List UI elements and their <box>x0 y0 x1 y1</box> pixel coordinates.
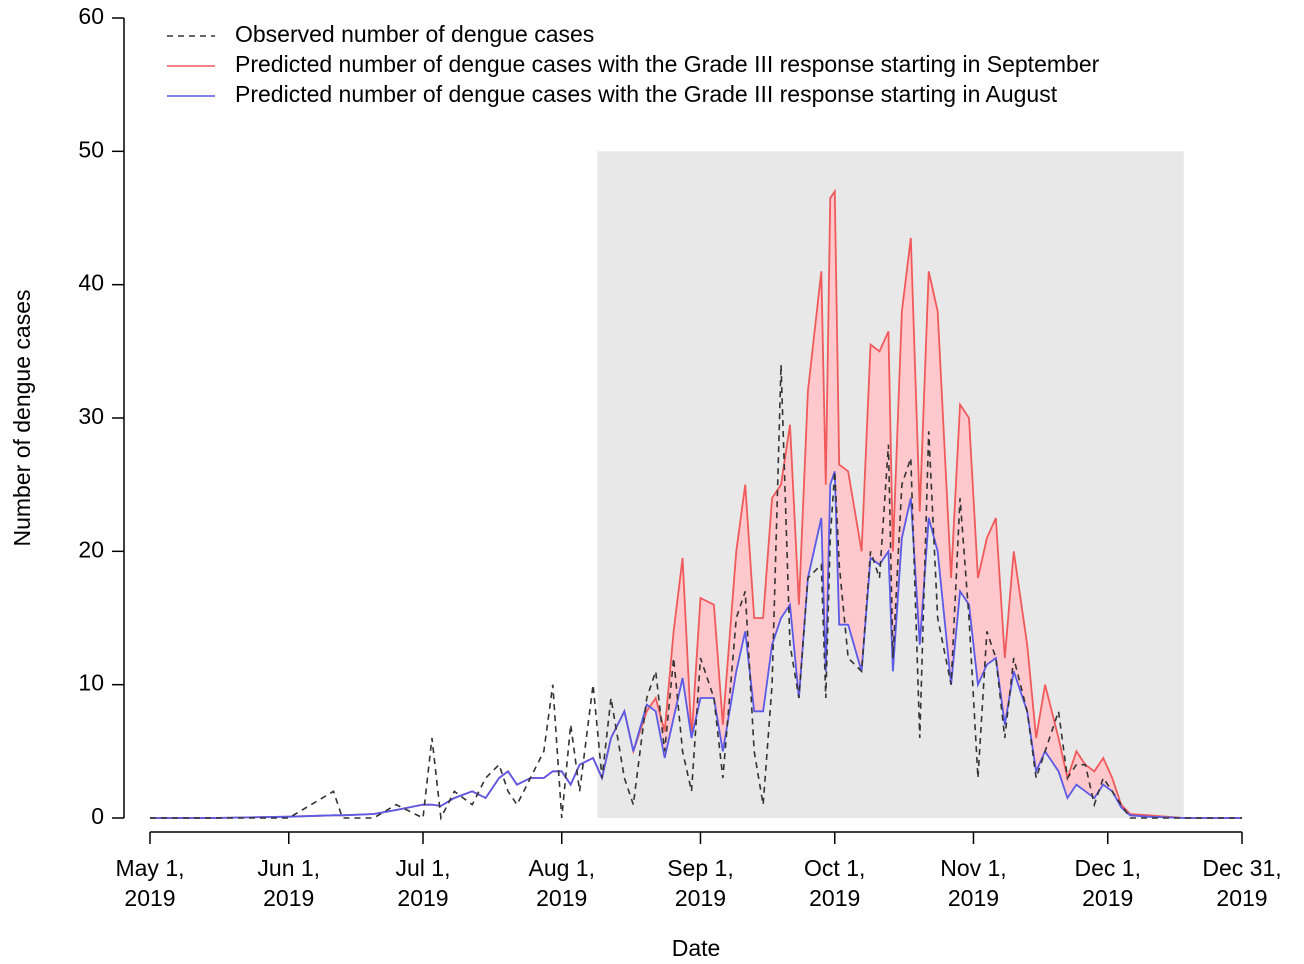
y-tick-label: 20 <box>78 536 104 562</box>
x-tick-label: May 1, 2019 <box>115 855 184 911</box>
y-tick-label: 60 <box>78 3 104 29</box>
x-tick-label: Aug 1, 2019 <box>528 855 595 911</box>
x-tick-label: Sep 1, 2019 <box>667 855 734 911</box>
y-tick-label: 0 <box>91 803 104 829</box>
x-tick-label: Jul 1, 2019 <box>396 855 451 911</box>
x-axis-label: Date <box>672 935 721 961</box>
y-tick-label: 40 <box>78 270 104 296</box>
x-tick-label: Dec 31, 2019 <box>1202 855 1281 911</box>
x-tick-label: Jun 1, 2019 <box>257 855 320 911</box>
legend-label: Predicted number of dengue cases with th… <box>235 51 1100 77</box>
y-axis-label: Number of dengue cases <box>9 290 35 547</box>
legend-label: Predicted number of dengue cases with th… <box>235 81 1058 107</box>
legend-label: Observed number of dengue cases <box>235 21 594 47</box>
y-tick-label: 10 <box>78 670 104 696</box>
series-line <box>150 364 1242 821</box>
y-tick-label: 30 <box>78 403 104 429</box>
difference-area <box>150 191 1242 819</box>
y-tick-label: 50 <box>78 136 104 162</box>
x-tick-label: Nov 1, 2019 <box>940 855 1006 911</box>
x-tick-label: Oct 1, 2019 <box>804 855 865 911</box>
x-tick-label: Dec 1, 2019 <box>1074 855 1140 911</box>
